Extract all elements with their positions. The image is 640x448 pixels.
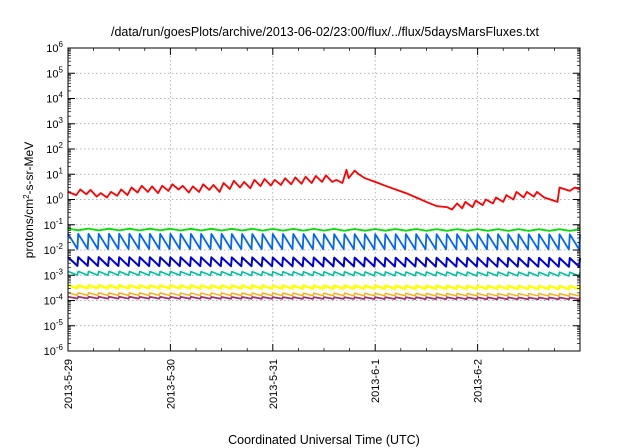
series-line-6 <box>67 284 582 291</box>
x-tick-labels: 2013-5-29 2013-5-30 2013-5-31 2013-6-1 2013-… <box>63 359 485 409</box>
x-tick-label: 2013-5-29 <box>63 359 75 409</box>
x-tick-label-group: 2013-5-29 <box>63 359 75 409</box>
x-tick-label-group: 2013-5-31 <box>268 359 280 409</box>
y-tick-label: 103 <box>46 116 63 131</box>
x-tick-label: 2013-6-2 <box>473 359 485 403</box>
x-tick-label-group: 2013-6-2 <box>473 359 485 403</box>
series-line-5 <box>67 270 581 277</box>
series-line-2 <box>67 227 581 232</box>
y-tick-label: 105 <box>46 65 63 80</box>
chart-title: /data/run/goesPlots/archive/2013-06-02/2… <box>111 25 540 39</box>
y-tick-label: 10-1 <box>44 217 64 232</box>
x-tick-label-group: 2013-6-1 <box>370 359 382 403</box>
y-tick-label: 106 <box>46 40 63 55</box>
y-tick-label: 10-5 <box>44 318 64 333</box>
y-tick-label: 101 <box>46 166 63 181</box>
plot-frame <box>67 47 581 352</box>
series-line-7 <box>67 292 581 297</box>
y-tick-label: 100 <box>46 192 63 207</box>
y-tick-label: 10-2 <box>44 242 64 257</box>
x-axis-label: Coordinated Universal Time (UTC) <box>228 433 420 447</box>
y-axis-label: protons/cm2-s-sr-MeV <box>22 142 36 258</box>
series-line-1 <box>67 168 581 211</box>
grid-lines <box>68 48 580 351</box>
x-tick-label: 2013-5-31 <box>268 359 280 409</box>
y-tick-label: 10-4 <box>44 293 64 308</box>
series-line-3 <box>67 232 581 251</box>
y-tick-label: 102 <box>46 141 63 156</box>
x-tick-label: 2013-5-30 <box>165 359 177 409</box>
series-line-4 <box>67 256 581 268</box>
x-tick-label-group: 2013-5-30 <box>165 359 177 409</box>
series-line-8 <box>67 295 581 301</box>
series-group <box>67 168 582 301</box>
y-tick-labels: 10-6 10-5 10-4 10-3 10-2 10-1 100 101 102 103 104 1… <box>44 40 64 358</box>
x-tick-label: 2013-6-1 <box>370 359 382 403</box>
y-tick-label: 10-3 <box>44 267 64 282</box>
y-tick-label: 10-6 <box>44 343 64 358</box>
y-tick-label: 104 <box>46 91 63 106</box>
